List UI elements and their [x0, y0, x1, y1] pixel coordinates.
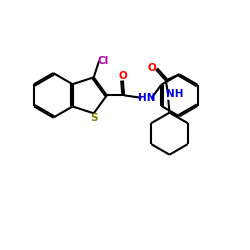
Text: O: O [118, 71, 127, 81]
Text: O: O [147, 63, 156, 73]
Text: Cl: Cl [97, 56, 108, 66]
Text: NH: NH [166, 89, 183, 99]
Text: S: S [90, 113, 98, 123]
Text: HN: HN [138, 93, 156, 103]
